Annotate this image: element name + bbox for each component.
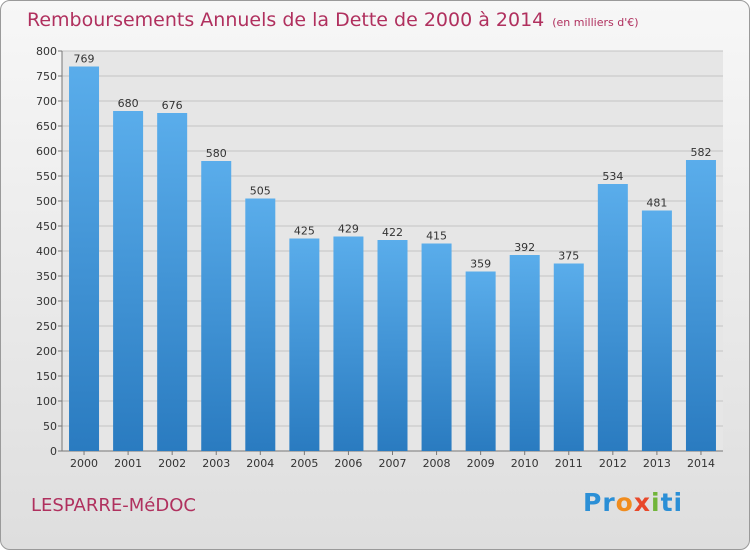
bar xyxy=(465,271,496,451)
bar-value-label: 392 xyxy=(514,241,535,254)
bar xyxy=(245,198,276,451)
bar xyxy=(553,263,584,451)
bar xyxy=(69,66,100,451)
x-tick-label: 2005 xyxy=(290,457,318,470)
bar xyxy=(597,184,628,451)
y-tick-label: 700 xyxy=(36,95,57,108)
y-tick-label: 200 xyxy=(36,345,57,358)
bar-value-label: 422 xyxy=(382,226,403,239)
y-tick-label: 600 xyxy=(36,145,57,158)
x-tick-label: 2007 xyxy=(379,457,407,470)
chart-subtitle: (en milliers d'€) xyxy=(552,16,639,29)
title-row: Remboursements Annuels de la Dette de 20… xyxy=(27,9,639,31)
y-tick-label: 150 xyxy=(36,370,57,383)
x-tick-label: 2004 xyxy=(246,457,274,470)
bar xyxy=(685,160,716,451)
bar-value-label: 359 xyxy=(470,258,491,271)
bar-value-label: 769 xyxy=(74,53,95,66)
y-tick-label: 100 xyxy=(36,395,57,408)
bar-value-label: 425 xyxy=(294,225,315,238)
bar xyxy=(641,210,672,451)
bar xyxy=(113,111,144,451)
logo-part: x xyxy=(633,488,651,517)
bar xyxy=(333,236,364,451)
x-tick-label: 2013 xyxy=(643,457,671,470)
logo-part: Pr xyxy=(583,488,616,517)
logo-part: ti xyxy=(660,488,684,517)
bar-value-label: 505 xyxy=(250,185,271,198)
y-tick-label: 500 xyxy=(36,195,57,208)
y-tick-label: 350 xyxy=(36,270,57,283)
bar-value-label: 680 xyxy=(118,97,139,110)
bar xyxy=(157,113,188,451)
bar xyxy=(509,255,540,451)
bar-value-label: 676 xyxy=(162,99,183,112)
x-tick-label: 2011 xyxy=(555,457,583,470)
x-tick-label: 2001 xyxy=(114,457,142,470)
logo-part: i xyxy=(650,488,661,517)
x-tick-label: 2012 xyxy=(599,457,627,470)
x-tick-label: 2000 xyxy=(70,457,98,470)
bar-value-label: 582 xyxy=(690,146,711,159)
bar-value-label: 481 xyxy=(646,197,667,210)
y-tick-label: 400 xyxy=(36,245,57,258)
y-tick-label: 50 xyxy=(43,420,57,433)
chart-title: Remboursements Annuels de la Dette de 20… xyxy=(27,9,545,31)
bar-value-label: 375 xyxy=(558,250,579,263)
bar-value-label: 580 xyxy=(206,147,227,160)
y-tick-label: 450 xyxy=(36,220,57,233)
y-tick-label: 0 xyxy=(50,445,57,458)
x-tick-label: 2006 xyxy=(334,457,362,470)
bar xyxy=(421,243,452,451)
y-tick-label: 550 xyxy=(36,170,57,183)
bar-value-label: 534 xyxy=(602,170,623,183)
y-tick-label: 750 xyxy=(36,70,57,83)
x-tick-label: 2002 xyxy=(158,457,186,470)
bar xyxy=(289,238,320,451)
x-tick-label: 2009 xyxy=(467,457,495,470)
logo-part: o xyxy=(615,488,634,517)
x-tick-label: 2008 xyxy=(423,457,451,470)
proxiti-logo: Proxiti xyxy=(583,488,683,517)
x-tick-label: 2014 xyxy=(687,457,715,470)
bar-value-label: 429 xyxy=(338,223,359,236)
y-tick-label: 250 xyxy=(36,320,57,333)
bar xyxy=(201,161,232,451)
town-name: LESPARRE-MéDOC xyxy=(31,495,196,516)
y-tick-label: 800 xyxy=(36,45,57,58)
y-tick-label: 650 xyxy=(36,120,57,133)
x-tick-label: 2010 xyxy=(511,457,539,470)
bar-value-label: 415 xyxy=(426,230,447,243)
bar xyxy=(377,240,408,451)
x-tick-label: 2003 xyxy=(202,457,230,470)
y-tick-label: 300 xyxy=(36,295,57,308)
